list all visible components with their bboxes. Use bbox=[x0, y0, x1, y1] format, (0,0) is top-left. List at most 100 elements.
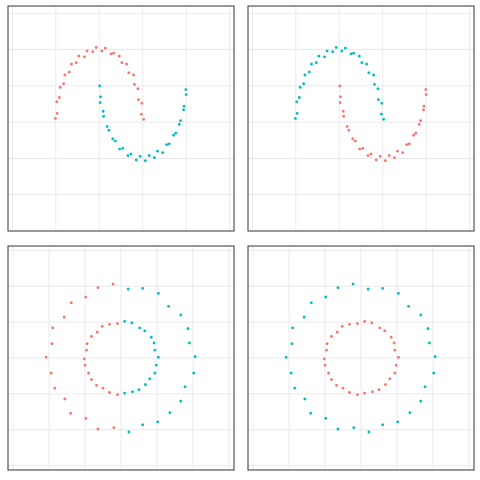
point bbox=[123, 319, 126, 323]
point bbox=[136, 98, 140, 102]
point bbox=[156, 149, 159, 153]
point bbox=[186, 327, 190, 330]
point bbox=[50, 342, 54, 346]
point bbox=[174, 131, 178, 135]
point bbox=[126, 154, 130, 157]
point bbox=[367, 430, 371, 434]
point bbox=[340, 325, 344, 328]
point bbox=[165, 143, 169, 147]
point bbox=[290, 342, 294, 346]
point bbox=[417, 122, 421, 126]
panel-background bbox=[248, 6, 474, 231]
point bbox=[356, 393, 359, 397]
point bbox=[342, 114, 346, 118]
point bbox=[325, 348, 328, 352]
point bbox=[138, 154, 142, 158]
point bbox=[302, 82, 306, 86]
point bbox=[374, 158, 378, 162]
point bbox=[51, 326, 55, 330]
point bbox=[100, 49, 104, 53]
point bbox=[153, 348, 157, 352]
point bbox=[62, 315, 66, 319]
point bbox=[345, 125, 349, 128]
point bbox=[107, 128, 111, 132]
point bbox=[123, 391, 126, 395]
point bbox=[424, 93, 428, 96]
point bbox=[433, 355, 437, 358]
point bbox=[370, 321, 374, 325]
point bbox=[121, 146, 125, 150]
point bbox=[291, 326, 295, 330]
point bbox=[297, 96, 301, 99]
point bbox=[184, 93, 188, 96]
panel-border bbox=[247, 245, 475, 471]
point bbox=[366, 287, 370, 291]
point bbox=[373, 82, 376, 86]
point bbox=[381, 286, 384, 290]
point bbox=[393, 348, 397, 352]
point bbox=[141, 423, 144, 427]
point bbox=[63, 73, 67, 77]
point bbox=[91, 50, 95, 54]
point bbox=[149, 335, 153, 339]
point bbox=[419, 399, 423, 403]
point bbox=[116, 322, 119, 325]
point bbox=[351, 137, 355, 141]
point bbox=[289, 371, 293, 375]
point bbox=[397, 355, 400, 359]
point bbox=[118, 147, 122, 151]
point bbox=[432, 371, 436, 375]
point bbox=[407, 142, 411, 146]
point bbox=[339, 95, 342, 99]
point bbox=[325, 49, 329, 53]
point bbox=[187, 341, 191, 345]
point bbox=[408, 411, 412, 414]
point bbox=[381, 423, 384, 427]
point bbox=[101, 109, 105, 113]
point bbox=[351, 282, 355, 286]
point bbox=[111, 282, 115, 286]
point bbox=[367, 71, 371, 75]
point bbox=[140, 101, 144, 105]
point bbox=[336, 427, 340, 431]
point bbox=[380, 112, 383, 116]
point bbox=[317, 54, 321, 58]
point bbox=[142, 117, 146, 121]
point bbox=[356, 322, 359, 325]
point bbox=[95, 383, 98, 387]
point bbox=[94, 45, 98, 49]
point bbox=[376, 98, 380, 102]
point bbox=[49, 371, 53, 375]
point bbox=[98, 101, 102, 104]
point bbox=[338, 101, 342, 104]
point bbox=[302, 315, 306, 319]
point bbox=[388, 377, 392, 381]
point bbox=[369, 152, 373, 156]
point bbox=[389, 335, 393, 339]
point bbox=[380, 101, 384, 105]
point bbox=[113, 139, 117, 143]
point bbox=[424, 88, 428, 91]
point bbox=[108, 391, 111, 394]
point bbox=[396, 149, 399, 153]
point bbox=[419, 119, 422, 123]
point bbox=[62, 82, 66, 86]
point bbox=[141, 286, 144, 290]
point bbox=[323, 363, 327, 367]
point bbox=[358, 147, 362, 151]
point bbox=[179, 399, 183, 403]
point bbox=[363, 319, 366, 323]
point bbox=[378, 326, 382, 330]
point bbox=[183, 385, 187, 389]
point bbox=[99, 95, 102, 99]
point bbox=[168, 411, 172, 414]
point bbox=[341, 386, 345, 390]
point bbox=[77, 54, 81, 58]
point bbox=[95, 330, 99, 334]
point bbox=[82, 357, 86, 361]
point bbox=[422, 104, 426, 108]
point bbox=[341, 109, 345, 113]
point bbox=[132, 73, 136, 77]
point bbox=[363, 391, 366, 395]
point bbox=[127, 71, 131, 75]
